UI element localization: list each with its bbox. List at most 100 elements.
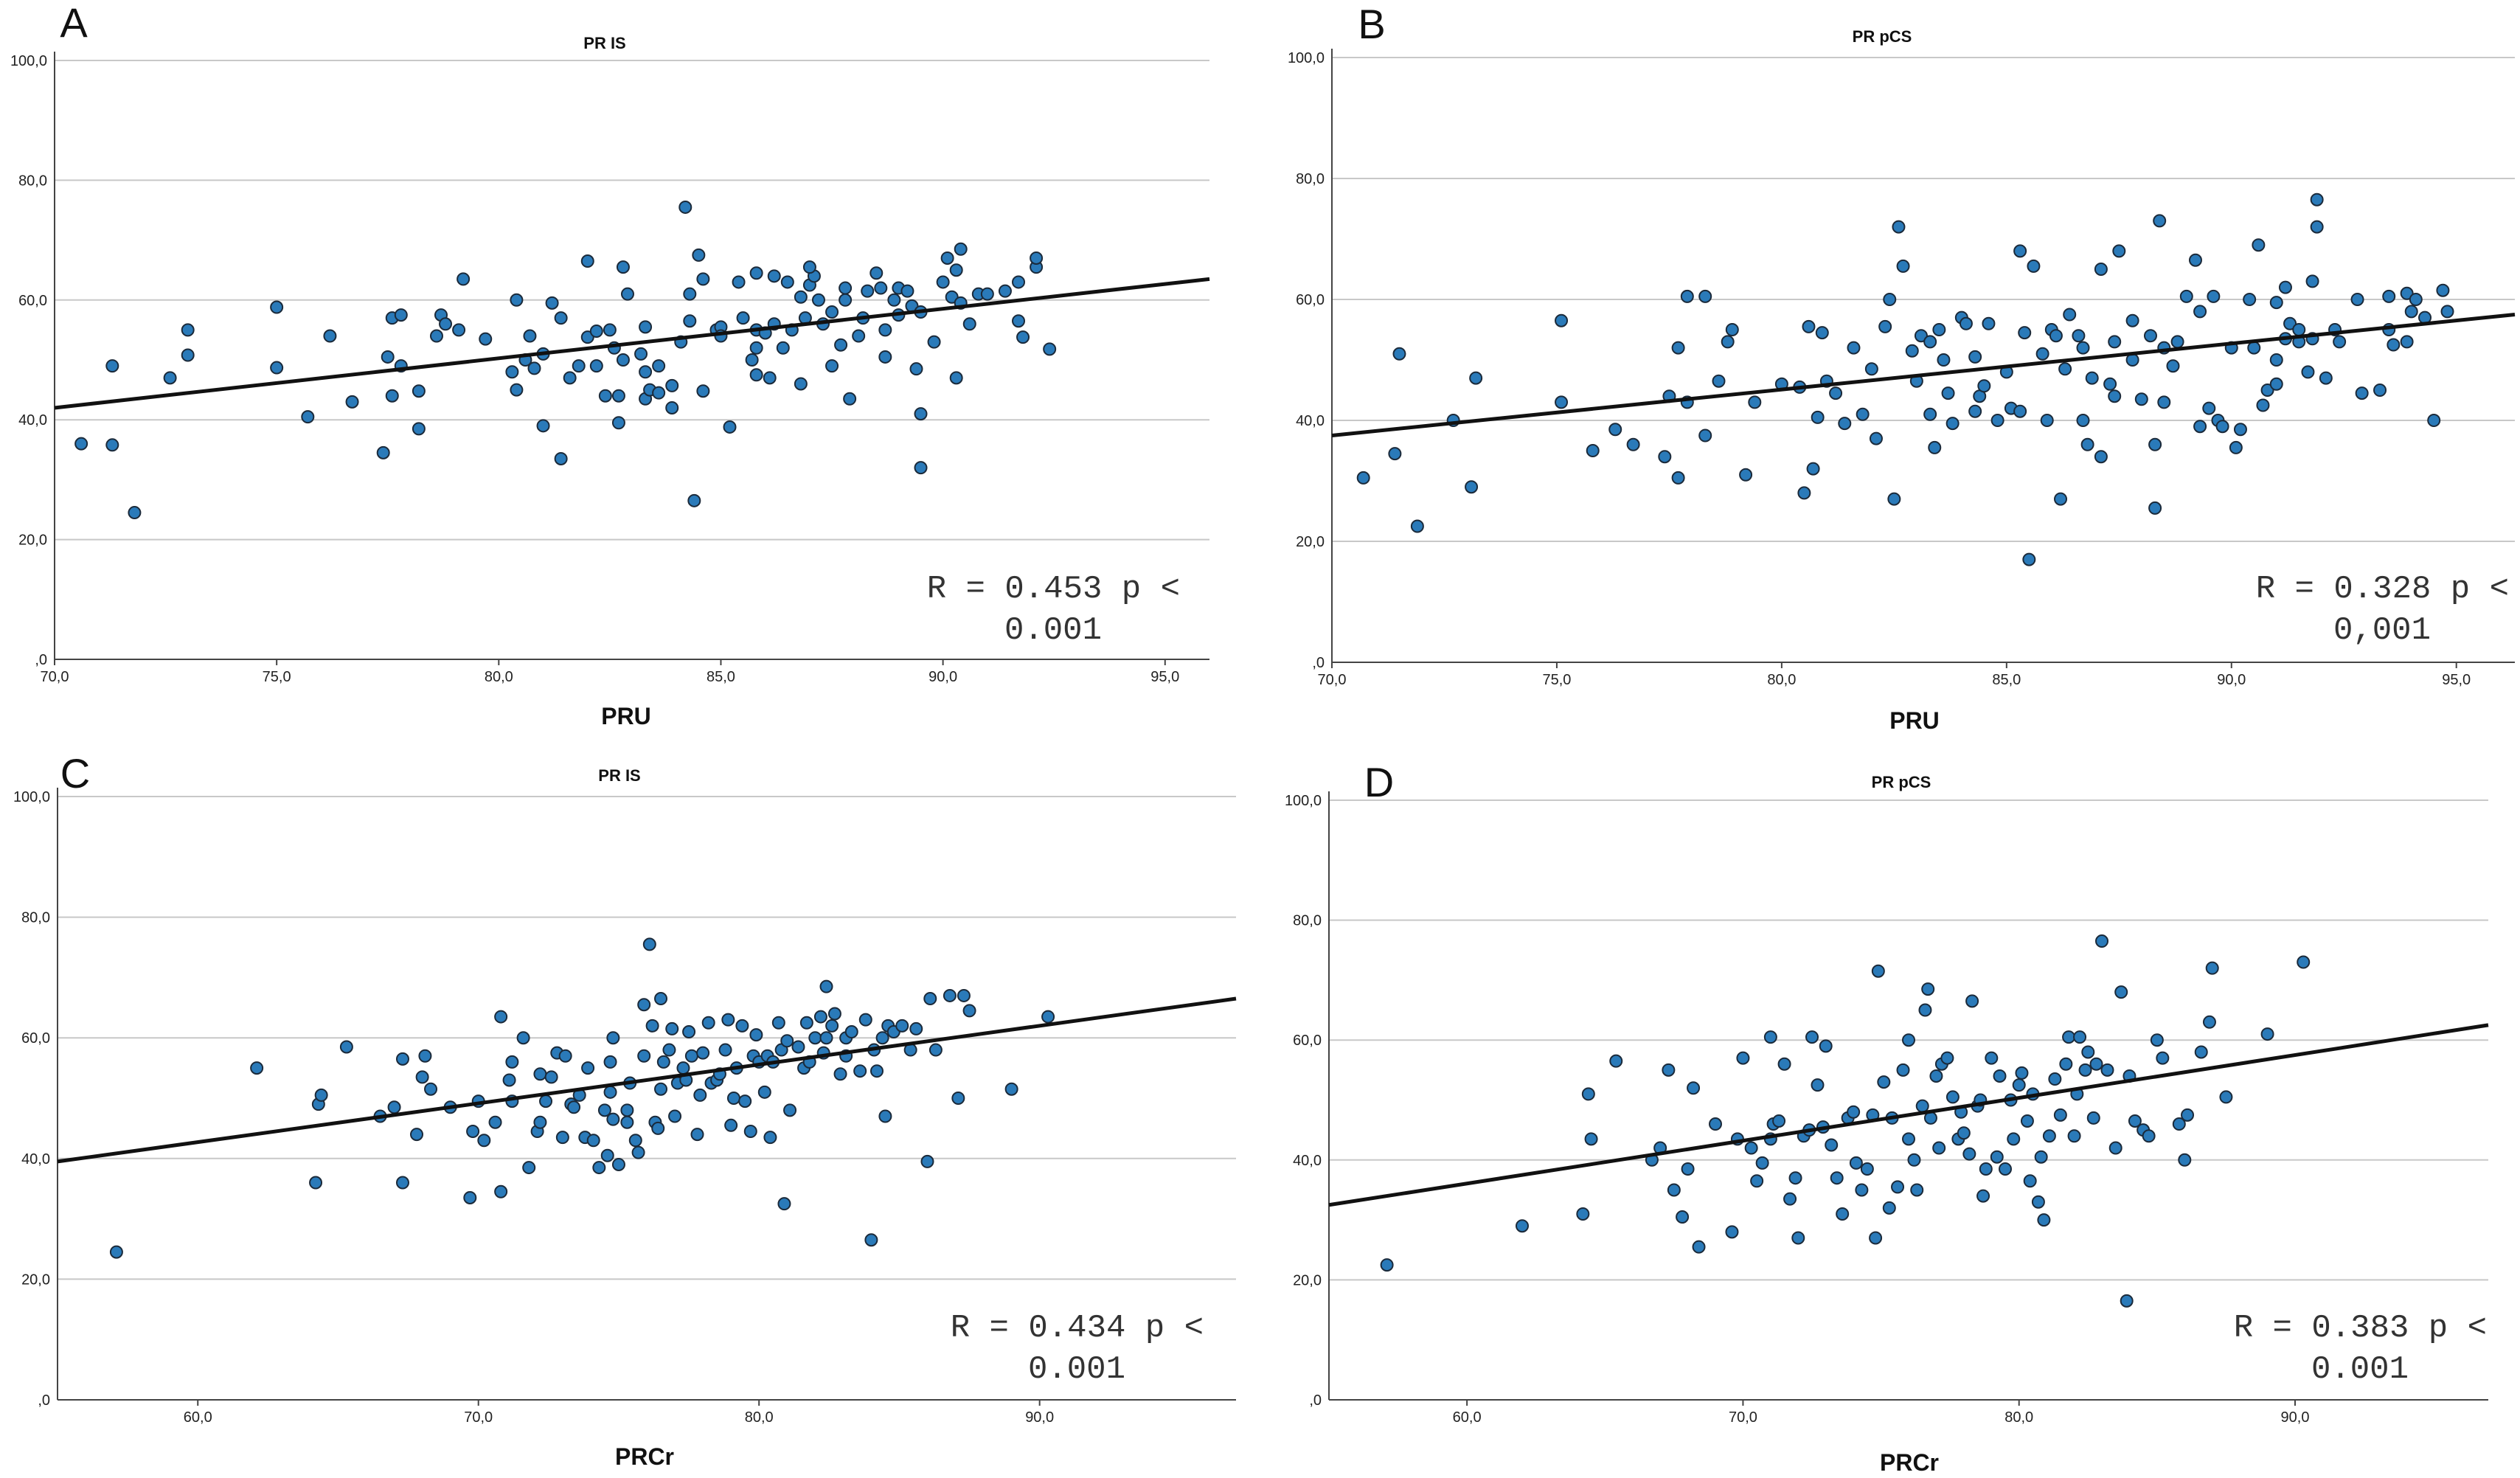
scatter-point [1985, 1051, 1999, 1065]
scatter-point [2156, 1051, 2170, 1065]
scatter-point [1748, 395, 1762, 409]
scatter-point [2020, 1114, 2034, 1128]
scatter-point [1855, 1183, 1869, 1197]
scatter-point [339, 1040, 353, 1054]
scatter-point [1744, 1141, 1758, 1155]
chart-svg: ,0 20,0 40,0 60,0 80,0 100,0 70,0 75,0 80,0 85,0 9… [10, 0, 1210, 729]
scatter-point [598, 389, 612, 403]
scatter-point [1918, 1003, 1932, 1017]
scatter-point [1676, 1210, 1690, 1224]
scatter-point [1658, 450, 1672, 464]
scatter-point [962, 1004, 976, 1018]
scatter-point [1887, 492, 1901, 506]
scatter-point [813, 1010, 827, 1024]
scatter-point [2150, 1033, 2164, 1047]
scatter-point [631, 1145, 645, 1159]
scatter-point [794, 290, 808, 304]
scatter-point [580, 254, 594, 268]
x-tick-label: 75,0 [1542, 672, 1571, 688]
scatter-point [864, 1233, 878, 1247]
scatter-point [1902, 1033, 1915, 1047]
scatter-point [589, 359, 603, 373]
x-tick-label: 90,0 [2281, 1409, 2310, 1426]
scatter-point [314, 1088, 328, 1102]
scatter-point [745, 353, 759, 367]
scatter-point [2256, 398, 2270, 412]
chart-title: PR pCS [1872, 773, 1931, 791]
scatter-point [2078, 1063, 2092, 1077]
scatter-point [696, 1046, 710, 1060]
scatter-point [1667, 1183, 1681, 1197]
scatter-point [2400, 286, 2414, 300]
scatter-point [1979, 1162, 1993, 1176]
scatter-point [2260, 1027, 2274, 1041]
scatter-point [620, 1103, 634, 1117]
scatter-point [811, 293, 825, 307]
scatter-point [878, 350, 892, 364]
y-tick-label: 20,0 [1293, 1272, 1322, 1288]
scatter-point [1932, 323, 1946, 336]
scatter-point [1959, 316, 1973, 330]
scatter-point [687, 493, 701, 507]
scatter-point [2072, 329, 2086, 343]
scatter-point [2125, 313, 2139, 327]
scatter-point [2040, 414, 2054, 427]
scatter-point [949, 371, 963, 385]
scatter-panel-d: ,0 20,0 40,0 60,0 80,0 100,0 60,0 70,0 80,0 90,0 P… [1260, 739, 2520, 1478]
scatter-point [1043, 342, 1057, 356]
scatter-point [949, 263, 963, 277]
scatter-point [1356, 471, 1370, 485]
scatter-point [735, 1019, 749, 1033]
scatter-point [914, 461, 928, 475]
y-tick-label: 40,0 [18, 412, 47, 429]
x-tick-label: 60,0 [1453, 1409, 1482, 1426]
scatter-point [1882, 1201, 1896, 1215]
scatter-point [603, 1085, 617, 1099]
scatter-point [900, 284, 914, 298]
scatter-point [1815, 326, 1829, 340]
scatter-point [620, 287, 634, 301]
x-tick-label: 75,0 [263, 669, 291, 685]
scatter-point [1864, 362, 1878, 376]
scatter-point [2042, 1129, 2056, 1143]
scatter-point [2202, 1015, 2216, 1029]
scatter-point [1902, 1132, 1915, 1146]
scatter-point [1976, 1189, 1990, 1203]
scatter-point [2108, 1141, 2122, 1155]
scatter-point [301, 410, 315, 424]
scatter-point [2373, 384, 2387, 397]
scatter-point [696, 384, 710, 398]
scatter-point [771, 1016, 785, 1030]
scatter-point [1811, 1078, 1825, 1092]
scatter-point [415, 1070, 429, 1084]
scatter-point [74, 437, 88, 451]
scatter-point [819, 1031, 833, 1045]
scatter-point [592, 1161, 606, 1175]
scatter-point [652, 386, 666, 400]
scatter-point [2193, 305, 2207, 319]
scatter-point [2012, 1078, 2026, 1092]
scatter-point [1016, 330, 1030, 344]
x-tick-label: 80,0 [745, 1409, 774, 1426]
scatter-point [665, 378, 679, 392]
scatter-point [2355, 386, 2369, 400]
y-tick-label: 60,0 [21, 1030, 50, 1047]
scatter-point [654, 992, 668, 1006]
scatter-point [2436, 283, 2450, 297]
scatter-point [2202, 401, 2216, 415]
y-tick-label: 40,0 [1296, 413, 1325, 429]
scatter-point [1878, 319, 1892, 333]
scatter-point [105, 438, 119, 452]
fit-line [1331, 313, 2516, 437]
scatter-point [1772, 1114, 1786, 1128]
scatter-point [387, 1100, 401, 1114]
scatter-point [1671, 471, 1685, 485]
x-tick-label: 80,0 [485, 669, 513, 685]
scatter-point [2023, 1174, 2037, 1188]
scatter-point [510, 293, 524, 307]
scatter-point [1712, 374, 1726, 388]
stat-annotation-line2: 0.001 [2311, 1351, 2409, 1388]
scatter-point [394, 308, 408, 322]
scatter-point [799, 1016, 813, 1030]
scatter-point [1849, 1156, 1863, 1170]
